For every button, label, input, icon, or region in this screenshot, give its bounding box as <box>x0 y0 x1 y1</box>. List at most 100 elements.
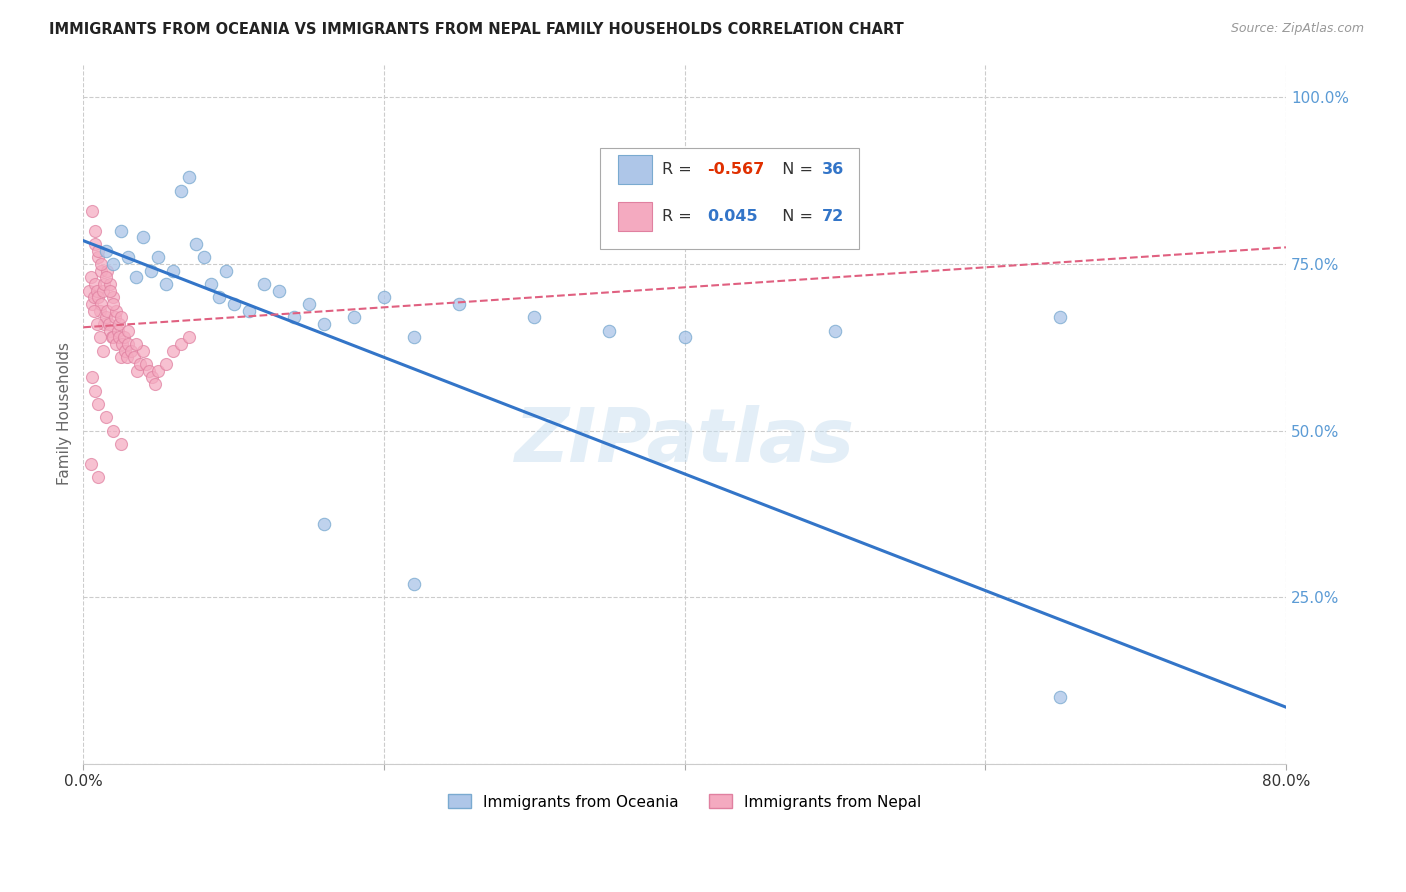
Point <box>155 277 177 291</box>
Point <box>94 410 117 425</box>
Text: IMMIGRANTS FROM OCEANIA VS IMMIGRANTS FROM NEPAL FAMILY HOUSEHOLDS CORRELATION C: IMMIGRANTS FROM OCEANIA VS IMMIGRANTS FR… <box>49 22 904 37</box>
Legend: Immigrants from Oceania, Immigrants from Nepal: Immigrants from Oceania, Immigrants from… <box>441 789 928 815</box>
Point <box>84 237 107 252</box>
Point <box>127 363 149 377</box>
Point <box>124 351 146 365</box>
Point <box>148 363 170 377</box>
Point <box>82 297 104 311</box>
Point <box>93 277 115 291</box>
Point <box>170 337 193 351</box>
Point <box>103 290 125 304</box>
Point <box>91 343 114 358</box>
Point <box>83 290 105 304</box>
Point <box>129 357 152 371</box>
Point <box>298 297 321 311</box>
Point <box>132 230 155 244</box>
Point <box>145 376 167 391</box>
Point <box>98 324 121 338</box>
Point <box>84 224 107 238</box>
Point <box>90 257 112 271</box>
Point <box>94 244 117 258</box>
Point <box>343 310 366 325</box>
Point <box>94 270 117 285</box>
Point <box>104 310 127 325</box>
Point <box>120 343 142 358</box>
Point <box>177 330 200 344</box>
Point <box>114 343 136 358</box>
Point <box>108 330 131 344</box>
Point <box>402 577 425 591</box>
Point <box>110 310 132 325</box>
Text: 36: 36 <box>821 162 844 177</box>
Point <box>1049 690 1071 705</box>
Text: R =: R = <box>662 162 696 177</box>
Point <box>80 270 103 285</box>
Point <box>207 290 229 304</box>
Point <box>101 330 124 344</box>
Point <box>110 224 132 238</box>
Point <box>103 424 125 438</box>
Point <box>132 343 155 358</box>
Point <box>87 244 110 258</box>
Point <box>141 370 163 384</box>
Point <box>94 310 117 325</box>
Text: 72: 72 <box>821 210 844 224</box>
Point <box>96 263 118 277</box>
Bar <box>619 155 652 184</box>
Point <box>523 310 546 325</box>
Point <box>98 284 121 298</box>
Point <box>238 303 260 318</box>
Point <box>222 297 245 311</box>
Point <box>162 263 184 277</box>
Point <box>86 284 108 298</box>
Point <box>87 290 110 304</box>
Point <box>373 290 395 304</box>
Text: N =: N = <box>772 210 818 224</box>
Point <box>824 324 846 338</box>
Point <box>80 457 103 471</box>
Point <box>86 317 108 331</box>
Point <box>110 437 132 451</box>
Point <box>177 170 200 185</box>
Point <box>103 257 125 271</box>
Bar <box>619 202 652 231</box>
Point <box>598 324 620 338</box>
Point <box>402 330 425 344</box>
Point <box>135 357 157 371</box>
Point <box>125 337 148 351</box>
Point <box>90 297 112 311</box>
Point <box>89 303 111 318</box>
Text: R =: R = <box>662 210 702 224</box>
Text: 0.045: 0.045 <box>707 210 758 224</box>
Text: ZIPatlas: ZIPatlas <box>515 406 855 478</box>
Point <box>117 324 139 338</box>
Point <box>90 263 112 277</box>
Point <box>87 397 110 411</box>
Point <box>93 317 115 331</box>
Text: Source: ZipAtlas.com: Source: ZipAtlas.com <box>1230 22 1364 36</box>
Point <box>1049 310 1071 325</box>
Point <box>91 284 114 298</box>
Point <box>107 324 129 338</box>
Point <box>105 337 128 351</box>
Point <box>115 351 138 365</box>
Point <box>108 317 131 331</box>
Point <box>105 303 128 318</box>
Point <box>96 303 118 318</box>
Point <box>162 343 184 358</box>
Point <box>170 184 193 198</box>
Point <box>673 330 696 344</box>
Point <box>200 277 222 291</box>
Point <box>103 330 125 344</box>
Point <box>193 250 215 264</box>
Point <box>125 270 148 285</box>
Point <box>83 303 105 318</box>
Point <box>449 297 471 311</box>
Point <box>312 516 335 531</box>
Text: -0.567: -0.567 <box>707 162 765 177</box>
Point <box>79 284 101 298</box>
Point <box>117 337 139 351</box>
Point <box>215 263 238 277</box>
Point <box>87 470 110 484</box>
Point <box>89 330 111 344</box>
